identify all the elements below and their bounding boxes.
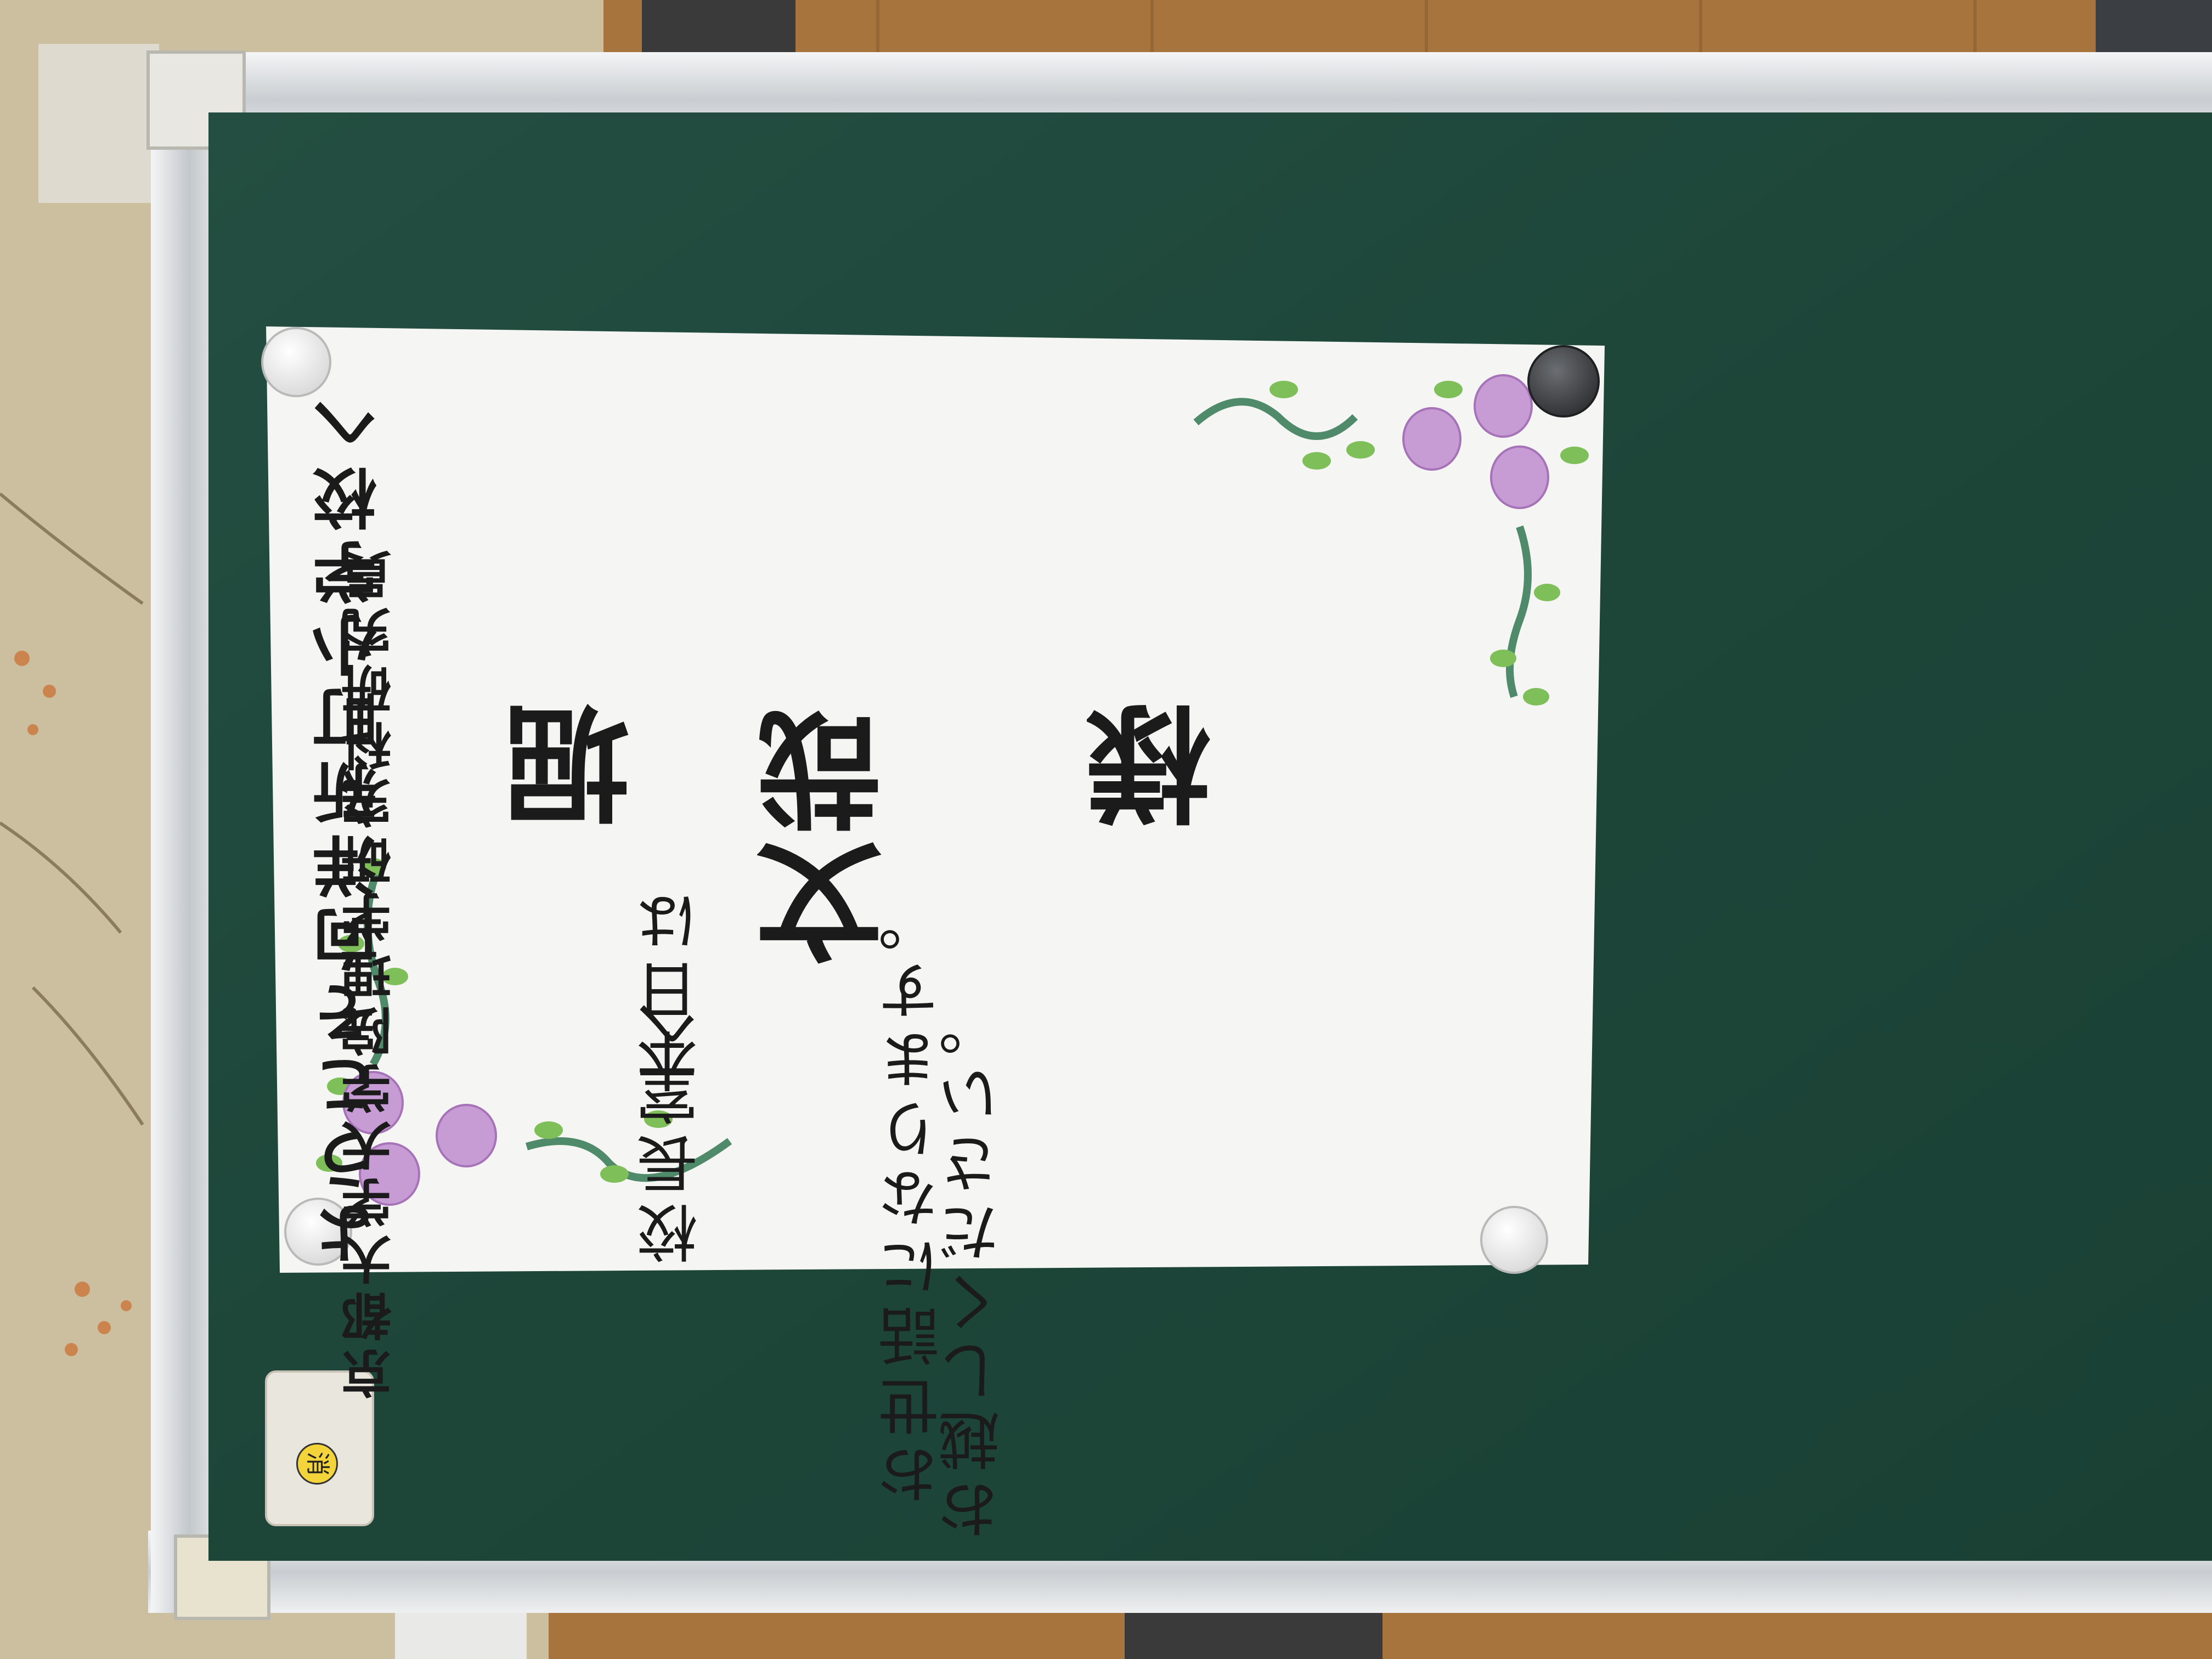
guest-honorific: 様	[1087, 702, 1233, 828]
message-please-come: お越しください。	[939, 988, 1010, 1541]
message-thanks: お世話になります。	[878, 883, 950, 1505]
flower-decoration-top-right	[1193, 374, 1589, 706]
guest-surname: 堀	[505, 702, 652, 828]
flower-decoration-bottom-left	[316, 858, 732, 1206]
guest-affiliation: 京都大学大学院理学研究科研究員	[341, 543, 400, 1399]
magnet-top-right	[1527, 345, 1600, 417]
welcome-poster	[266, 326, 1605, 1273]
magnet-top-left	[261, 327, 331, 397]
guest-given-name: 文哉	[758, 702, 904, 966]
message-principal-office: 校長室へ	[637, 988, 708, 1264]
magnet-bottom-right	[1480, 1206, 1548, 1274]
magnet-bottom-left	[284, 1198, 352, 1266]
eraser-label: 消	[296, 1443, 338, 1485]
